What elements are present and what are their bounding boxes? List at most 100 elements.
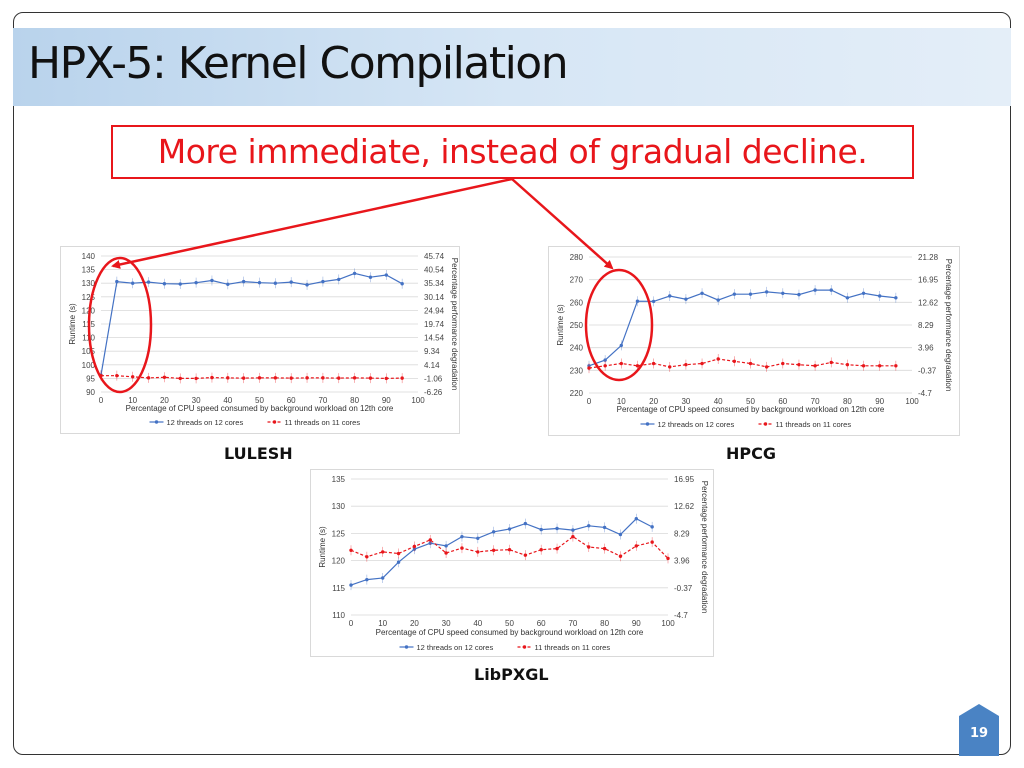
- data-point: [602, 546, 607, 551]
- data-point: [305, 376, 309, 380]
- x-tick-label: 80: [843, 397, 852, 406]
- data-point: [396, 551, 401, 556]
- data-point: [352, 376, 357, 380]
- x-tick-label: 40: [473, 619, 482, 628]
- data-point: [337, 376, 341, 380]
- x-tick-label: 50: [746, 397, 755, 406]
- x-tick-label: 70: [568, 619, 577, 628]
- data-point: [178, 376, 182, 381]
- data-point: [829, 288, 833, 292]
- data-point: [571, 528, 575, 532]
- data-point: [460, 546, 464, 550]
- x-tick-label: 80: [600, 619, 609, 628]
- x-axis-label: Percentage of CPU speed consumed by back…: [126, 404, 394, 413]
- y2-tick-label: 12.62: [674, 502, 695, 511]
- data-point: [539, 527, 543, 532]
- data-point: [349, 583, 353, 587]
- data-point: [668, 294, 672, 298]
- y-axis-label: Runtime (s): [68, 303, 77, 345]
- data-point: [797, 292, 801, 297]
- legend-label: 12 threads on 12 cores: [167, 418, 244, 427]
- data-point: [587, 545, 591, 549]
- data-point: [337, 277, 341, 282]
- data-point: [491, 548, 496, 552]
- y2-tick-label: 8.29: [674, 529, 690, 538]
- series-line: [350, 517, 653, 586]
- data-point: [539, 548, 543, 552]
- data-point: [115, 279, 119, 284]
- y-axis-label: Runtime (s): [556, 304, 565, 346]
- y2-tick-label: -4.7: [674, 611, 688, 620]
- data-point: [748, 361, 753, 366]
- data-point: [131, 281, 135, 285]
- data-point: [99, 373, 103, 378]
- x-tick-label: 10: [378, 619, 387, 628]
- y2-axis-label: Percentage performance degradation: [944, 259, 953, 392]
- data-point: [748, 292, 753, 296]
- data-point: [241, 279, 246, 284]
- data-point: [444, 544, 448, 548]
- data-point: [194, 280, 198, 285]
- legend-marker: [154, 420, 159, 424]
- data-point: [381, 576, 385, 580]
- data-point: [635, 364, 640, 368]
- data-point: [257, 376, 262, 380]
- y-tick-label: 230: [570, 366, 584, 375]
- series-line: [350, 535, 669, 559]
- callout-box: More immediate, instead of gradual decli…: [111, 125, 914, 179]
- data-point: [700, 291, 704, 295]
- data-point: [732, 359, 737, 363]
- data-point: [162, 282, 167, 286]
- y2-tick-label: 16.95: [918, 276, 939, 285]
- data-point: [764, 365, 769, 369]
- data-point: [635, 299, 640, 303]
- x-tick-label: 70: [318, 396, 327, 405]
- data-point: [507, 527, 512, 531]
- legend-label: 11 threads on 11 cores: [285, 418, 361, 427]
- data-point: [384, 273, 388, 277]
- data-point: [878, 364, 882, 368]
- data-point: [146, 280, 151, 284]
- legend-marker: [522, 645, 527, 649]
- data-point: [603, 364, 607, 368]
- callout-text: More immediate, instead of gradual decli…: [157, 132, 868, 171]
- data-point: [523, 521, 528, 526]
- data-point: [321, 279, 325, 284]
- chart-caption-libpxgl: LibPXGL: [474, 665, 549, 684]
- series-line: [588, 289, 896, 367]
- x-tick-label: 20: [649, 397, 658, 406]
- data-point: [115, 373, 119, 378]
- series-line: [588, 358, 896, 369]
- data-point: [666, 556, 670, 561]
- y2-tick-label: -4.7: [918, 389, 932, 398]
- data-point: [523, 553, 528, 557]
- data-point: [716, 357, 720, 361]
- data-point: [619, 361, 623, 366]
- x-tick-label: 90: [382, 396, 391, 405]
- data-point: [365, 577, 369, 582]
- data-point: [400, 376, 404, 380]
- y-tick-label: 120: [332, 557, 346, 566]
- data-point: [602, 525, 607, 530]
- data-point: [381, 550, 385, 554]
- x-tick-label: 90: [632, 619, 641, 628]
- data-point: [555, 526, 559, 531]
- data-point: [491, 530, 496, 534]
- y2-tick-label: 16.95: [674, 475, 695, 484]
- data-point: [384, 376, 388, 381]
- data-point: [365, 555, 369, 559]
- y2-tick-label: 9.34: [424, 347, 440, 356]
- y2-tick-label: -6.26: [424, 388, 443, 397]
- title-bar: [13, 28, 1011, 106]
- x-tick-label: 100: [411, 396, 425, 405]
- data-point: [587, 524, 591, 528]
- series-line: [101, 375, 403, 380]
- y2-tick-label: 14.54: [424, 334, 445, 343]
- x-tick-label: 40: [714, 397, 723, 406]
- data-point: [476, 536, 480, 540]
- legend-label: 11 threads on 11 cores: [535, 643, 611, 652]
- data-point: [861, 364, 866, 368]
- data-point: [349, 548, 353, 552]
- data-point: [555, 546, 559, 551]
- x-tick-label: 30: [192, 396, 201, 405]
